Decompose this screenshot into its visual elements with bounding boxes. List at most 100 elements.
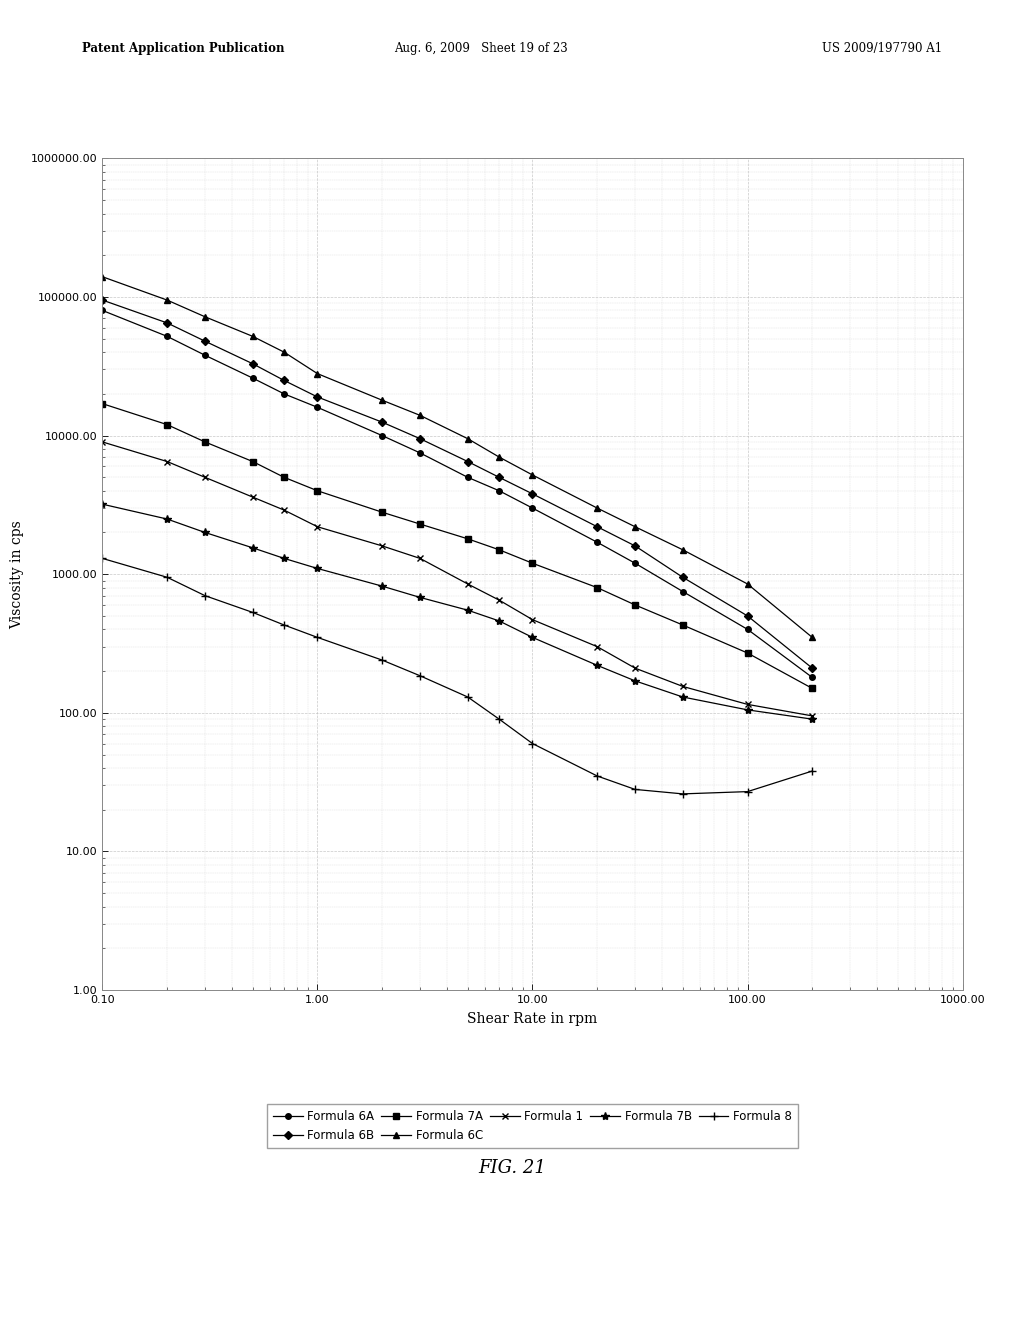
Formula 6C [741,576,754,591]
Line: Formula 7B: Formula 7B [98,500,816,723]
Formula 6B [493,470,505,486]
Formula 8 [376,652,388,668]
Formula 6C [414,408,426,424]
Formula 8 [591,768,603,784]
Formula 6C [278,345,290,360]
Formula 6A [376,428,388,444]
Formula 6C [677,543,689,558]
Formula 7B [741,702,754,718]
Text: Aug. 6, 2009   Sheet 19 of 23: Aug. 6, 2009 Sheet 19 of 23 [394,42,568,55]
Formula 1 [629,660,641,676]
Formula 6A [526,500,539,516]
Formula 8 [96,550,109,566]
Formula 6B [278,372,290,388]
Formula 7B [526,630,539,645]
Formula 6B [414,430,426,446]
Formula 6C [591,500,603,516]
Formula 6A [96,302,109,318]
Line: Formula 8: Formula 8 [98,554,816,799]
Formula 7A [96,396,109,412]
Formula 7A [677,616,689,632]
Formula 6C [629,519,641,535]
Formula 7A [806,681,818,697]
Formula 1 [591,639,603,655]
Formula 6B [376,414,388,430]
Formula 6A [677,583,689,599]
Formula 7B [376,578,388,594]
Line: Formula 6C: Formula 6C [99,273,816,642]
Formula 8 [278,616,290,632]
Formula 7A [311,483,324,499]
Formula 1 [462,576,474,591]
Formula 6B [806,660,818,676]
Formula 7A [414,516,426,532]
Formula 1 [161,454,173,470]
Formula 6B [96,292,109,308]
Formula 1 [493,593,505,609]
Formula 8 [526,735,539,751]
Formula 6B [247,356,259,372]
Formula 7A [247,454,259,470]
Formula 7B [806,711,818,727]
Formula 1 [376,539,388,554]
Formula 6B [741,609,754,624]
Formula 7B [278,550,290,566]
Formula 6A [591,535,603,550]
Formula 8 [199,587,211,603]
Formula 6C [376,392,388,408]
Formula 7B [629,673,641,689]
Formula 7B [247,540,259,556]
Formula 7B [677,689,689,705]
Formula 6C [493,449,505,465]
Formula 6C [199,309,211,325]
Formula 6A [629,556,641,572]
Formula 1 [677,678,689,694]
Formula 7A [376,504,388,520]
Formula 6A [247,370,259,385]
Formula 6C [311,366,324,381]
Formula 7A [741,645,754,661]
Text: US 2009/197790 A1: US 2009/197790 A1 [822,42,942,55]
Formula 8 [414,668,426,684]
Text: Patent Application Publication: Patent Application Publication [82,42,285,55]
Formula 8 [247,605,259,620]
Formula 6B [526,486,539,502]
Formula 7A [161,417,173,433]
Formula 8 [741,784,754,800]
Formula 7B [161,511,173,527]
Formula 6B [311,389,324,405]
Formula 7B [493,612,505,628]
Formula 7A [462,531,474,546]
Formula 1 [806,708,818,723]
Formula 8 [161,569,173,585]
Legend: Formula 6A, Formula 6B, Formula 7A, Formula 6C, Formula 1, Formula 7B, Formula 8: Formula 6A, Formula 6B, Formula 7A, Form… [267,1104,798,1147]
Formula 6A [806,669,818,685]
Formula 6A [278,385,290,401]
Formula 7A [526,556,539,572]
Formula 6C [161,292,173,308]
Formula 7B [462,602,474,618]
Formula 6C [96,269,109,285]
Line: Formula 6B: Formula 6B [99,297,815,671]
Formula 7B [96,496,109,512]
Formula 6B [161,315,173,331]
Formula 6C [526,467,539,483]
Formula 1 [414,550,426,566]
Formula 6C [247,329,259,345]
Formula 8 [493,711,505,727]
Formula 6B [677,569,689,585]
Formula 7A [493,543,505,558]
Formula 6A [493,483,505,499]
Formula 6B [629,539,641,554]
Formula 6C [806,630,818,645]
Formula 6B [591,519,603,535]
Formula 8 [677,785,689,801]
Formula 8 [806,763,818,779]
Formula 6A [414,445,426,461]
Formula 7B [591,657,603,673]
Formula 7A [278,470,290,486]
Formula 8 [629,781,641,797]
Formula 6C [462,430,474,446]
Formula 6A [741,622,754,638]
Formula 8 [462,689,474,705]
